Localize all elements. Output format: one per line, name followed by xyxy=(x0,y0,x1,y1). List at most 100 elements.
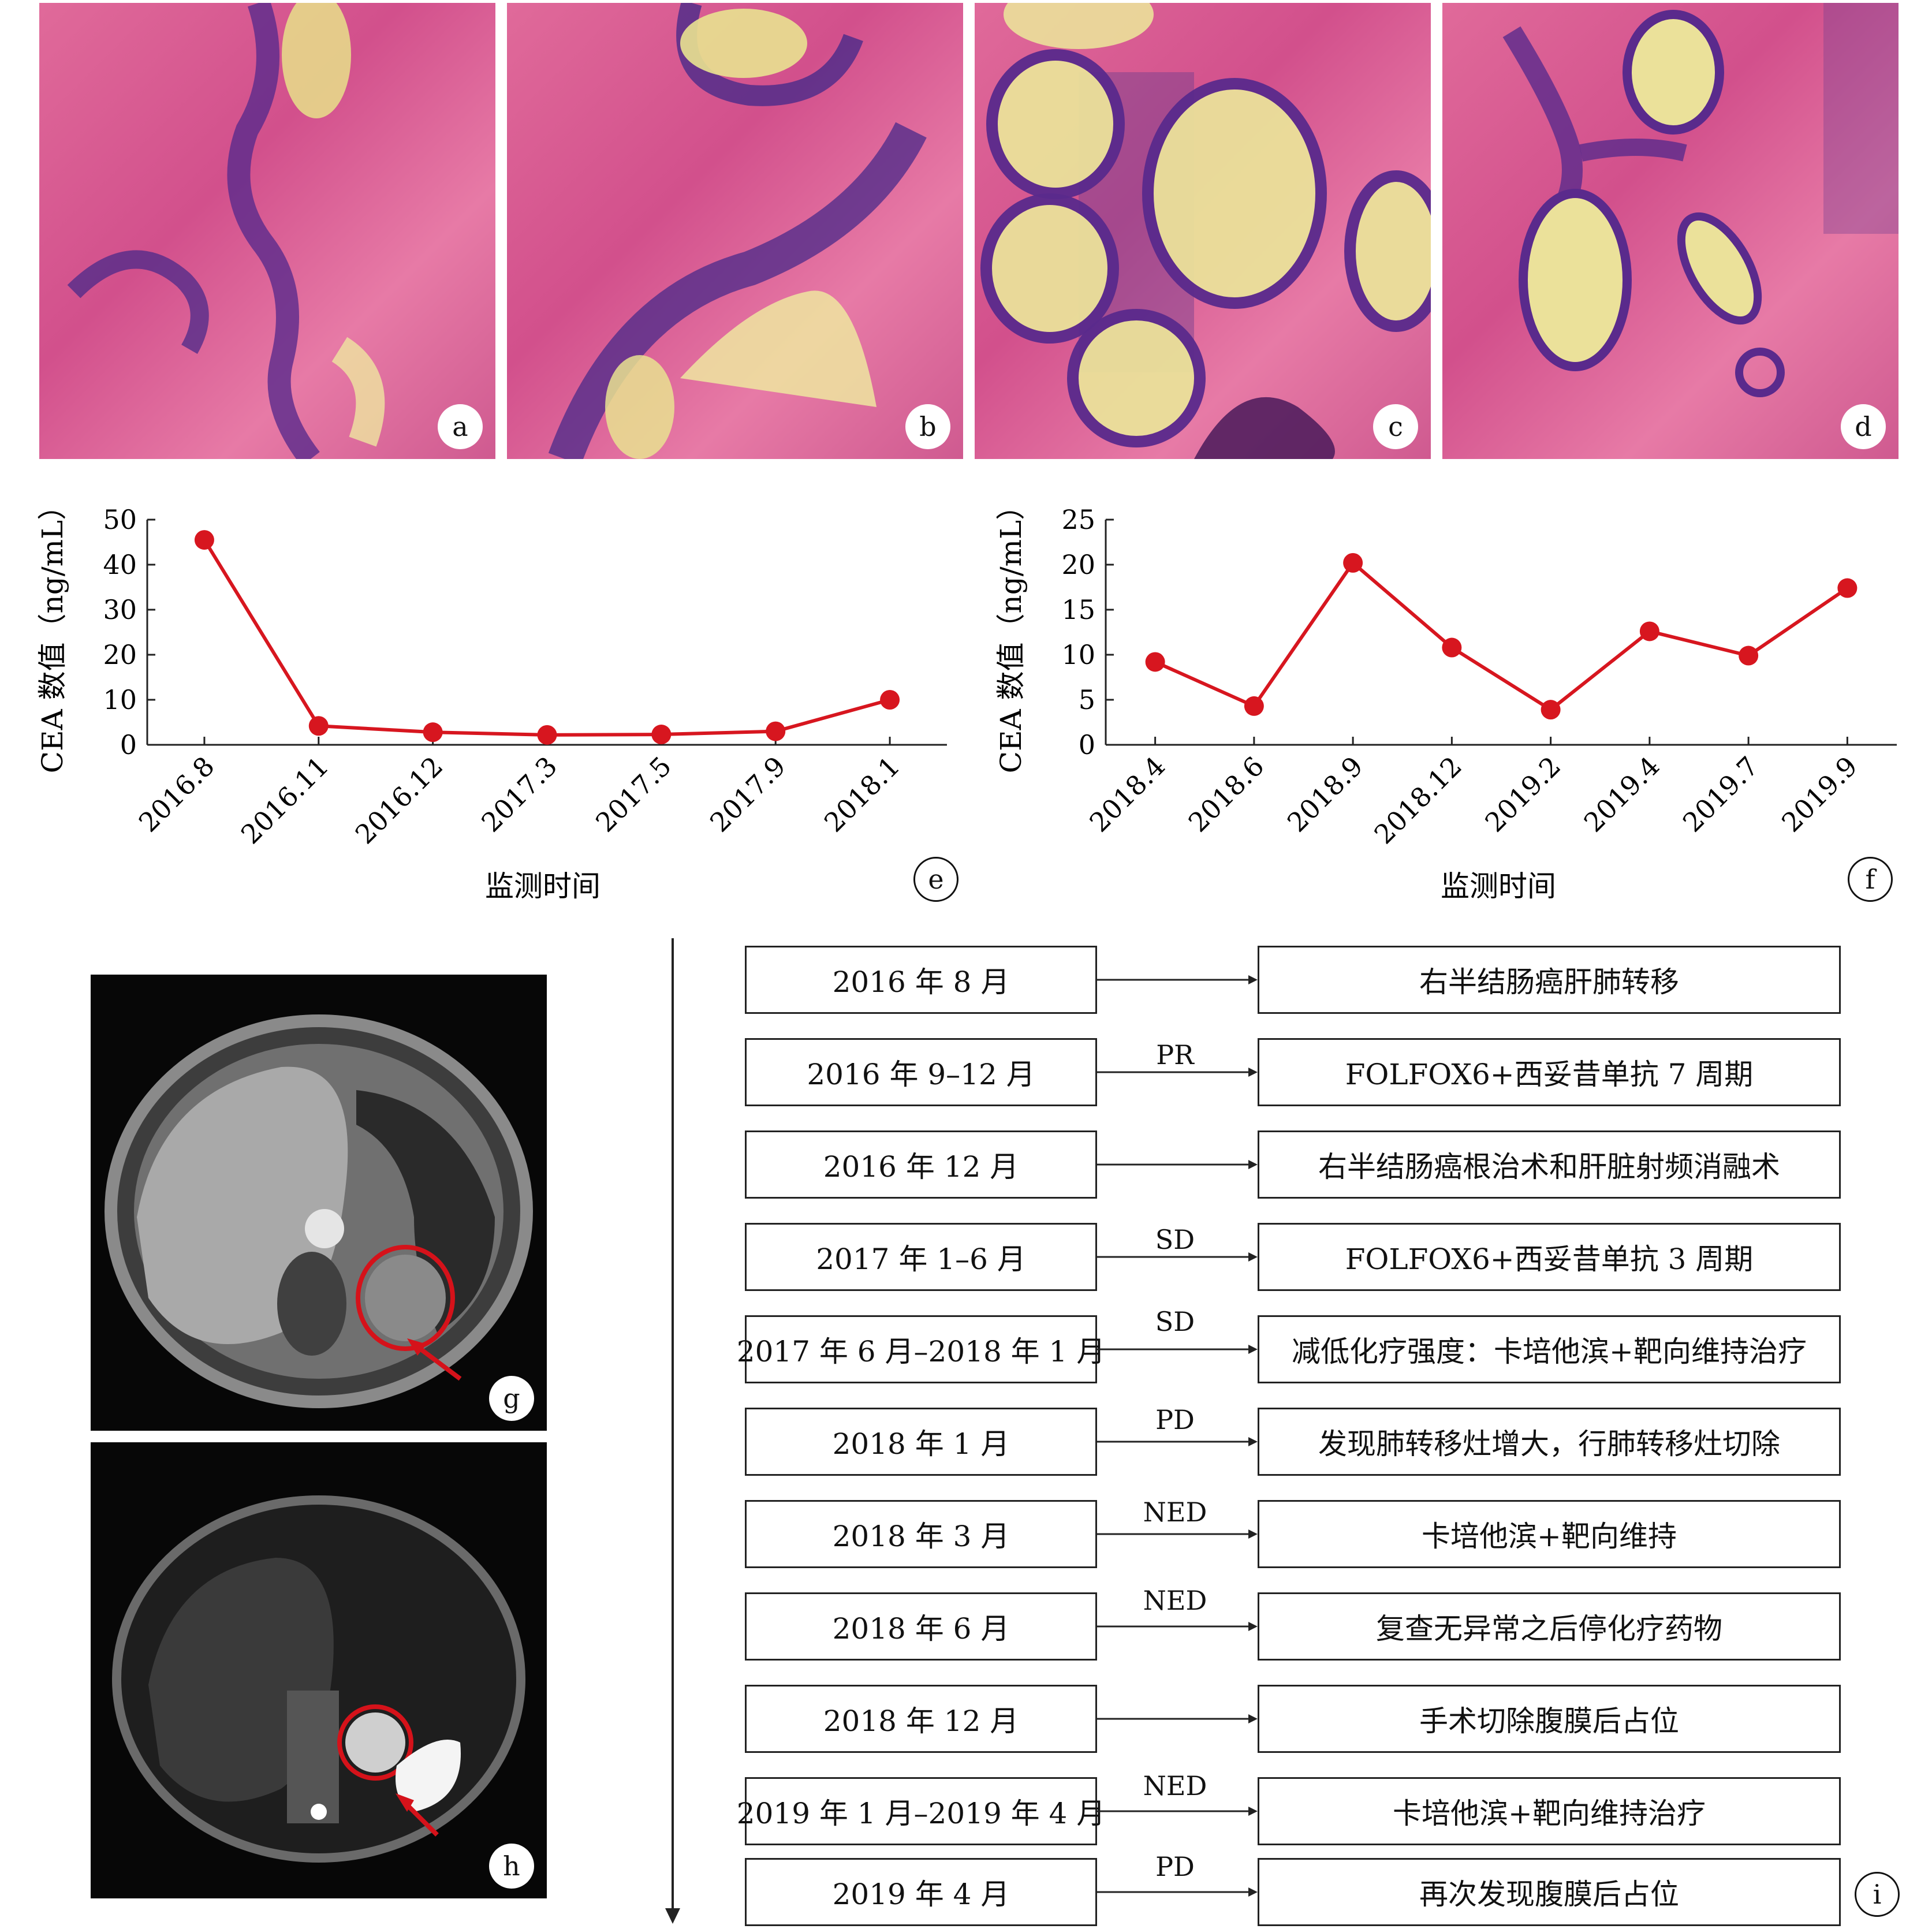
histology-image-d xyxy=(1502,3,1899,397)
arrow-6 xyxy=(1097,1529,1258,1539)
data-point xyxy=(194,530,214,550)
timeline-arrows xyxy=(1097,975,1258,1897)
arrow-8 xyxy=(1097,1714,1258,1723)
panel-label-b: b xyxy=(905,404,950,449)
x-tick-label: 2018.12 xyxy=(1368,751,1468,850)
y-axis-label: CEA 数值（ng/mL） xyxy=(36,491,69,773)
y-tick-label: 0 xyxy=(120,729,137,760)
arrow-7 xyxy=(1097,1622,1258,1631)
x-axis-label: 监测时间 xyxy=(1441,870,1556,903)
timeline-date: 2017 年 6 月–2018 年 1 月 xyxy=(737,1315,1105,1383)
x-axis-label: 监测时间 xyxy=(485,870,601,903)
y-tick-label: 0 xyxy=(1079,729,1095,760)
timeline-date: 2018 年 3 月 xyxy=(745,1500,1097,1568)
cea-chart-e: 0 10 20 30 40 50 2016.8 2016.11 2016.12 2017.3 20… xyxy=(36,491,947,903)
x-tick-label: 2016.8 xyxy=(133,751,221,838)
data-point xyxy=(1244,696,1264,716)
timeline-date: 2019 年 1 月–2019 年 4 月 xyxy=(737,1777,1105,1845)
data-point xyxy=(880,690,900,710)
x-tick-label: 2018.4 xyxy=(1083,751,1171,838)
data-point xyxy=(1145,652,1165,672)
panel-label-i: i xyxy=(1855,1872,1900,1917)
timeline-date: 2016 年 8 月 xyxy=(745,946,1097,1014)
timeline-response: PD xyxy=(1155,1404,1195,1435)
timeline-response: SD xyxy=(1155,1224,1195,1255)
panel-label-d: d xyxy=(1841,404,1886,449)
y-tick-label: 40 xyxy=(103,549,137,580)
timeline-response: PR xyxy=(1156,1039,1194,1070)
data-point xyxy=(1442,637,1462,658)
timeline-date: 2016 年 12 月 xyxy=(745,1130,1097,1199)
y-tick-label: 20 xyxy=(103,639,137,670)
mri-image-h xyxy=(112,1495,525,1863)
histology-image-b xyxy=(548,3,927,459)
timeline-date: 2016 年 9–12 月 xyxy=(745,1038,1097,1106)
data-point xyxy=(537,725,557,745)
arrow-4 xyxy=(1097,1345,1258,1354)
data-point xyxy=(1837,578,1858,598)
panel-label-c: c xyxy=(1373,404,1418,449)
arrow-10 xyxy=(1097,1887,1258,1897)
timeline-event: 卡培他滨+靶向维持 xyxy=(1258,1500,1841,1568)
timeline-event: FOLFOX6+西妥昔单抗 7 周期 xyxy=(1258,1038,1841,1106)
data-point xyxy=(766,721,786,741)
arrow-5 xyxy=(1097,1437,1258,1446)
histology-image-c xyxy=(980,3,1431,459)
series-line xyxy=(1154,560,1849,712)
data-point xyxy=(1343,553,1363,573)
panel-label-h: h xyxy=(489,1844,534,1889)
x-tick-label: 2018.6 xyxy=(1183,751,1270,838)
y-tick-label: 5 xyxy=(1079,684,1095,715)
timeline-event: 卡培他滨+靶向维持治疗 xyxy=(1258,1777,1841,1845)
x-tick-label: 2019.7 xyxy=(1677,751,1765,838)
histology-panel-b: b xyxy=(507,3,963,459)
arrow-2 xyxy=(1097,1160,1258,1169)
x-tick-label: 2017.5 xyxy=(590,751,677,838)
data-point xyxy=(1541,700,1561,720)
histology-panel-a: a xyxy=(39,3,495,459)
y-tick-label: 30 xyxy=(103,594,137,625)
timeline-event: FOLFOX6+西妥昔单抗 3 周期 xyxy=(1258,1223,1841,1291)
arrow-9 xyxy=(1097,1807,1258,1816)
timeline-response: SD xyxy=(1155,1306,1195,1337)
panel-label-e: e xyxy=(913,857,958,902)
x-tick-label: 2016.12 xyxy=(349,751,449,850)
y-axis-label: CEA 数值（ng/mL） xyxy=(994,491,1028,773)
timeline-event: 再次发现腹膜后占位 xyxy=(1258,1858,1841,1926)
timeline-response: NED xyxy=(1143,1770,1207,1801)
y-tick-label: 10 xyxy=(1061,639,1095,670)
data-point xyxy=(1739,646,1759,666)
timeline-date: 2018 年 12 月 xyxy=(745,1685,1097,1753)
x-tick-label: 2017.3 xyxy=(475,751,563,838)
y-tick-label: 25 xyxy=(1061,504,1095,535)
data-point xyxy=(423,722,443,743)
data-point xyxy=(308,716,329,736)
data-point xyxy=(1639,621,1659,641)
y-tick-label: 50 xyxy=(103,504,137,535)
panel-label-f: f xyxy=(1848,857,1893,902)
timeline-event: 减低化疗强度：卡培他滨+靶向维持治疗 xyxy=(1258,1315,1841,1383)
data-point xyxy=(651,725,672,745)
x-tick-label: 2019.9 xyxy=(1776,751,1863,838)
arrow-1 xyxy=(1097,1068,1258,1077)
x-tick-label: 2017.9 xyxy=(704,751,792,838)
timeline-date: 2018 年 1 月 xyxy=(745,1408,1097,1476)
timeline-event: 手术切除腹膜后占位 xyxy=(1258,1685,1841,1753)
timeline-date: 2017 年 1–6 月 xyxy=(745,1223,1097,1291)
timeline-date: 2019 年 4 月 xyxy=(745,1858,1097,1926)
panel-label-g: g xyxy=(489,1376,534,1421)
arrow-0 xyxy=(1097,975,1258,984)
mri-panel-g: g xyxy=(91,975,547,1431)
timeline-event: 右半结肠癌根治术和肝脏射频消融术 xyxy=(1258,1130,1841,1199)
x-tick-label: 2018.1 xyxy=(818,751,906,838)
timeline-axis xyxy=(665,938,680,1924)
timeline-date: 2018 年 6 月 xyxy=(745,1592,1097,1661)
timeline-event: 发现肺转移灶增大，行肺转移灶切除 xyxy=(1258,1408,1841,1476)
y-tick-label: 15 xyxy=(1061,594,1095,625)
mri-panel-h: h xyxy=(91,1442,547,1898)
arrow-3 xyxy=(1097,1252,1258,1262)
x-tick-label: 2016.11 xyxy=(235,751,335,850)
timeline-response: NED xyxy=(1143,1497,1207,1528)
histology-image-a xyxy=(67,3,385,459)
